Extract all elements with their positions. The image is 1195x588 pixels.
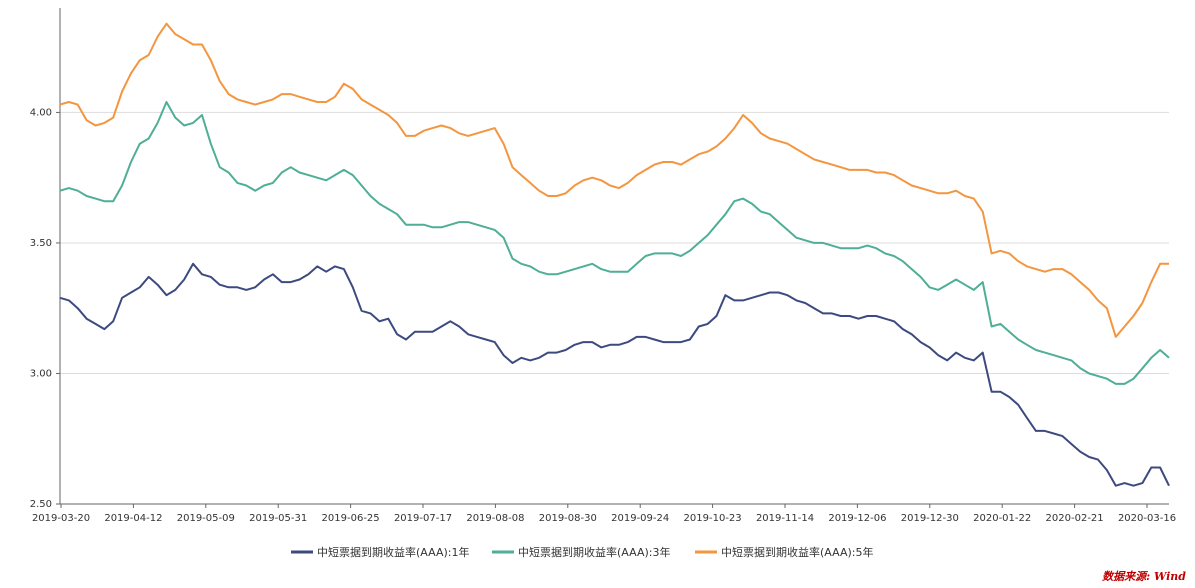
x-tick-label: 2020-01-22 — [973, 513, 1031, 524]
x-tick-label: 2019-07-17 — [394, 513, 452, 524]
x-tick-label: 2019-10-23 — [684, 513, 742, 524]
x-tick-label: 2019-06-25 — [322, 513, 380, 524]
x-tick-label: 2019-11-14 — [756, 513, 814, 524]
y-tick-label: 3.00 — [30, 368, 52, 379]
y-tick-label: 2.50 — [30, 499, 52, 510]
legend-label-1: 中短票据到期收益率(AAA):1年 — [317, 545, 469, 559]
x-tick-label: 2019-04-12 — [104, 513, 162, 524]
source-note: 数据来源: Wind — [1102, 570, 1186, 583]
x-tick-label: 2019-12-06 — [828, 513, 886, 524]
series-line-3 — [59, 22, 1169, 338]
series-line-2 — [59, 101, 1170, 385]
x-tick-label: 2019-09-24 — [611, 513, 669, 524]
x-tick-label: 2019-12-30 — [901, 513, 959, 524]
y-tick-label: 4.00 — [30, 107, 52, 118]
y-axis: 2.50 3.00 3.50 4.00 — [30, 8, 61, 510]
x-tick-label: 2020-03-16 — [1118, 513, 1176, 524]
x-tick-label: 2019-05-09 — [177, 513, 235, 524]
y-tick-label: 3.50 — [30, 238, 52, 249]
legend-label-3: 中短票据到期收益率(AAA):5年 — [721, 545, 873, 559]
legend: 中短票据到期收益率(AAA):1年 中短票据到期收益率(AAA):3年 中短票据到期… — [291, 545, 873, 559]
series-lines — [59, 22, 1170, 487]
x-tick-label: 2020-02-21 — [1046, 513, 1104, 524]
x-tick-label: 2019-08-08 — [466, 513, 524, 524]
x-axis: 2019-03-20 2019-04-12 2019-05-09 2019-05-31… — [32, 503, 1176, 524]
legend-label-2: 中短票据到期收益率(AAA):3年 — [518, 545, 670, 559]
x-tick-label: 2019-03-20 — [32, 513, 90, 524]
x-tick-label: 2019-08-30 — [539, 513, 597, 524]
series-line-1 — [59, 262, 1170, 487]
x-tick-label: 2019-05-31 — [249, 513, 307, 524]
